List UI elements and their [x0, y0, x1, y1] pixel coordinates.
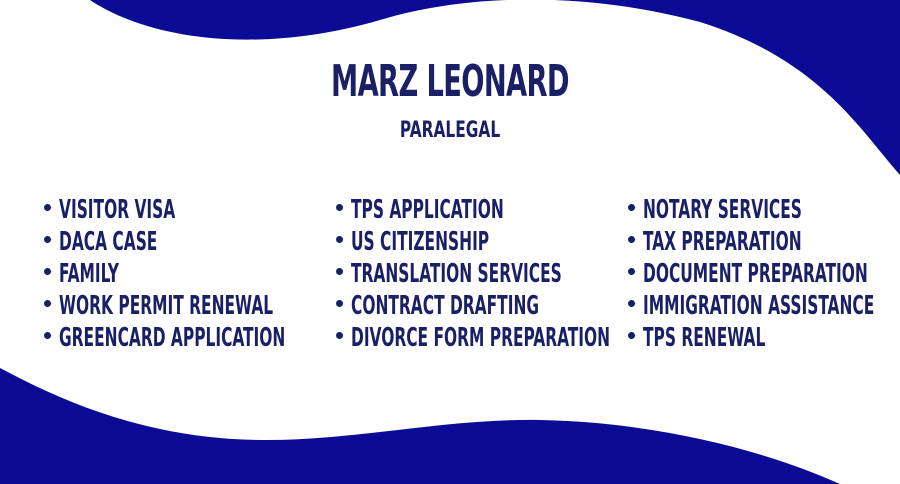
- bullet-icon: [336, 332, 343, 339]
- services-column-1: VISITOR VISA DACA CASE FAMILY WORK PERMI…: [44, 194, 402, 354]
- service-item: TAX PREPARATION: [628, 226, 900, 258]
- service-label: TPS APPLICATION: [351, 195, 504, 225]
- bullet-icon: [336, 236, 343, 243]
- service-item: WORK PERMIT RENEWAL: [44, 290, 402, 322]
- service-item: GREENCARD APPLICATION: [44, 322, 402, 354]
- bullet-icon: [336, 204, 343, 211]
- service-label: DACA CASE: [59, 227, 158, 257]
- service-label: TAX PREPARATION: [643, 227, 802, 257]
- service-item: VISITOR VISA: [44, 194, 402, 226]
- bullet-icon: [628, 236, 635, 243]
- bullet-icon: [628, 300, 635, 307]
- job-title: PARALEGAL: [399, 118, 501, 143]
- top-wave-shape: [0, 0, 900, 175]
- service-item: US CITIZENSHIP: [336, 226, 743, 258]
- bullet-icon: [628, 332, 635, 339]
- bullet-icon: [44, 300, 51, 307]
- service-item: NOTARY SERVICES: [628, 194, 900, 226]
- service-label: IMMIGRATION ASSISTANCE: [643, 291, 875, 321]
- bullet-icon: [44, 204, 51, 211]
- bullet-icon: [336, 300, 343, 307]
- services-column-3: NOTARY SERVICES TAX PREPARATION DOCUMENT…: [628, 194, 900, 354]
- services-column-2: TPS APPLICATION US CITIZENSHIP TRANSLATI…: [336, 194, 743, 354]
- service-label: DOCUMENT PREPARATION: [643, 259, 868, 289]
- bullet-icon: [336, 268, 343, 275]
- service-item: TRANSLATION SERVICES: [336, 258, 743, 290]
- service-label: WORK PERMIT RENEWAL: [59, 291, 274, 321]
- service-label: US CITIZENSHIP: [351, 227, 490, 257]
- service-item: TPS RENEWAL: [628, 322, 900, 354]
- service-item: FAMILY: [44, 258, 402, 290]
- service-label: GREENCARD APPLICATION: [59, 323, 286, 353]
- bullet-icon: [628, 204, 635, 211]
- service-item: DOCUMENT PREPARATION: [628, 258, 900, 290]
- service-label: TPS RENEWAL: [643, 323, 766, 353]
- service-item: DIVORCE FORM PREPARATION: [336, 322, 743, 354]
- service-item: TPS APPLICATION: [336, 194, 743, 226]
- service-label: DIVORCE FORM PREPARATION: [351, 323, 611, 353]
- service-label: CONTRACT DRAFTING: [351, 291, 540, 321]
- bullet-icon: [44, 332, 51, 339]
- service-item: DACA CASE: [44, 226, 402, 258]
- person-name: MARZ LEONARD: [331, 56, 570, 107]
- service-item: IMMIGRATION ASSISTANCE: [628, 290, 900, 322]
- service-label: TRANSLATION SERVICES: [351, 259, 562, 289]
- bottom-wave-shape: [0, 368, 840, 484]
- bullet-icon: [44, 236, 51, 243]
- service-label: FAMILY: [59, 259, 119, 289]
- bullet-icon: [628, 268, 635, 275]
- bullet-icon: [44, 268, 51, 275]
- service-label: VISITOR VISA: [59, 195, 176, 225]
- service-label: NOTARY SERVICES: [643, 195, 802, 225]
- service-item: CONTRACT DRAFTING: [336, 290, 743, 322]
